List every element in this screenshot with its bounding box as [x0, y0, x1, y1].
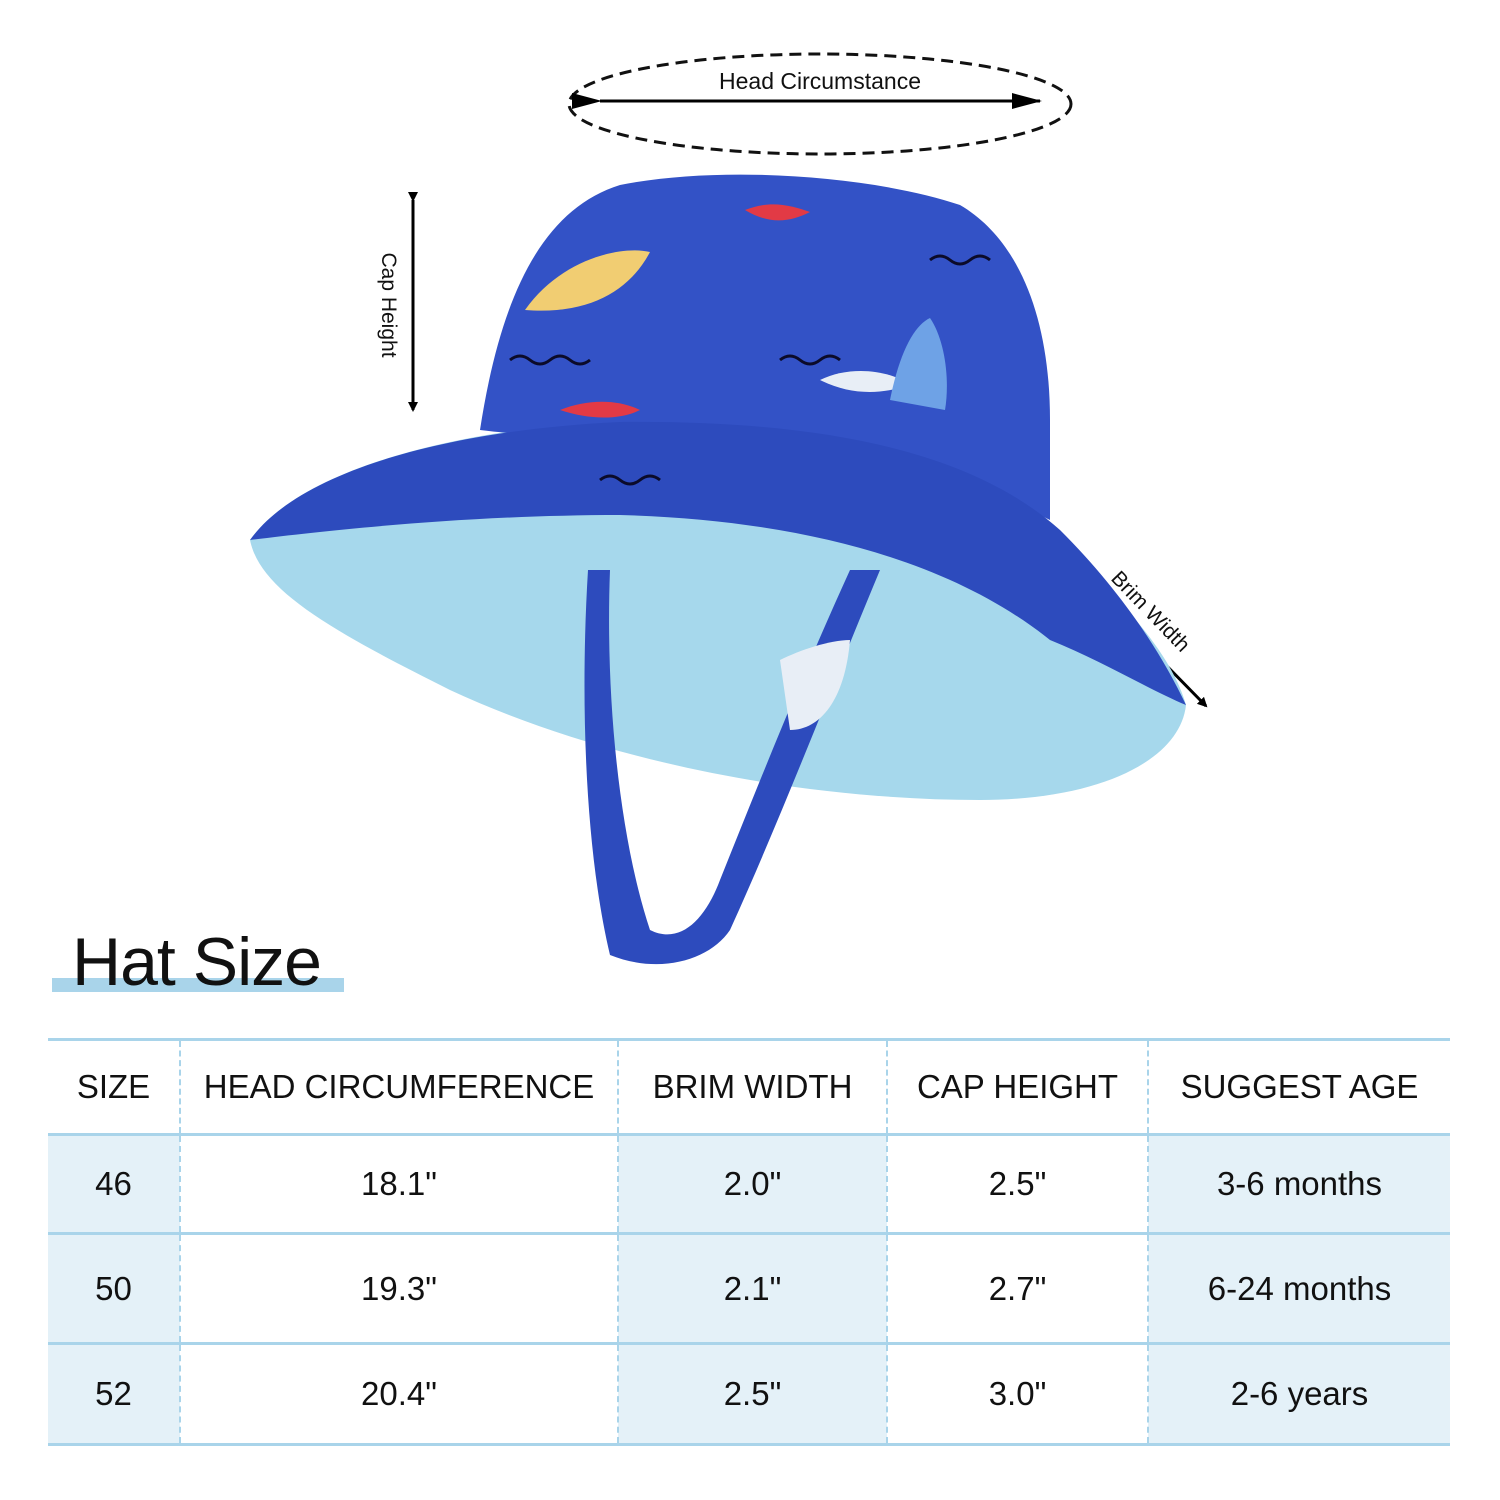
head-circumference-label: Head Circumstance — [719, 68, 921, 94]
table-row: 52 20.4" 2.5" 3.0" 2-6 years — [48, 1343, 1450, 1445]
cell-size: 50 — [48, 1233, 180, 1344]
cell-suggest-age: 2-6 years — [1147, 1343, 1450, 1445]
cell-suggest-age: 6-24 months — [1147, 1233, 1450, 1344]
cap-height-label: Cap Height — [377, 252, 400, 358]
head-circumference-ellipse — [567, 52, 1073, 156]
cell-brim-width: 2.5" — [617, 1343, 887, 1445]
cell-size: 52 — [48, 1343, 180, 1445]
cell-size: 46 — [48, 1134, 180, 1234]
page-title: Hat Size — [72, 924, 322, 1000]
cell-brim-width: 2.0" — [617, 1134, 887, 1234]
table-row: 50 19.3" 2.1" 2.7" 6-24 months — [48, 1233, 1450, 1344]
size-table: SIZE HEAD CIRCUMFERENCE BRIM WIDTH CAP H… — [48, 1038, 1450, 1446]
header-cap-height: CAP HEIGHT — [886, 1039, 1148, 1135]
cell-brim-width: 2.1" — [617, 1233, 887, 1344]
header-size: SIZE — [76, 1068, 151, 1105]
header-head-circumference: HEAD CIRCUMFERENCE — [179, 1039, 618, 1135]
hat-image — [250, 174, 1186, 965]
table-row: 46 18.1" 2.0" 2.5" 3-6 months — [48, 1134, 1450, 1234]
cell-head-circumference: 20.4" — [179, 1343, 618, 1445]
cell-cap-height: 2.5" — [886, 1134, 1148, 1234]
cell-head-circumference: 19.3" — [179, 1233, 618, 1344]
header-suggest-age: SUGGEST AGE — [1147, 1039, 1450, 1135]
cell-head-circumference: 18.1" — [179, 1134, 618, 1234]
hat-diagram — [250, 52, 1208, 965]
header-brim-width: BRIM WIDTH — [617, 1039, 887, 1135]
cell-suggest-age: 3-6 months — [1147, 1134, 1450, 1234]
cell-cap-height: 3.0" — [886, 1343, 1148, 1445]
table-header-row: SIZE HEAD CIRCUMFERENCE BRIM WIDTH CAP H… — [48, 1039, 1450, 1135]
cell-cap-height: 2.7" — [886, 1233, 1148, 1344]
title-underline — [52, 978, 344, 992]
